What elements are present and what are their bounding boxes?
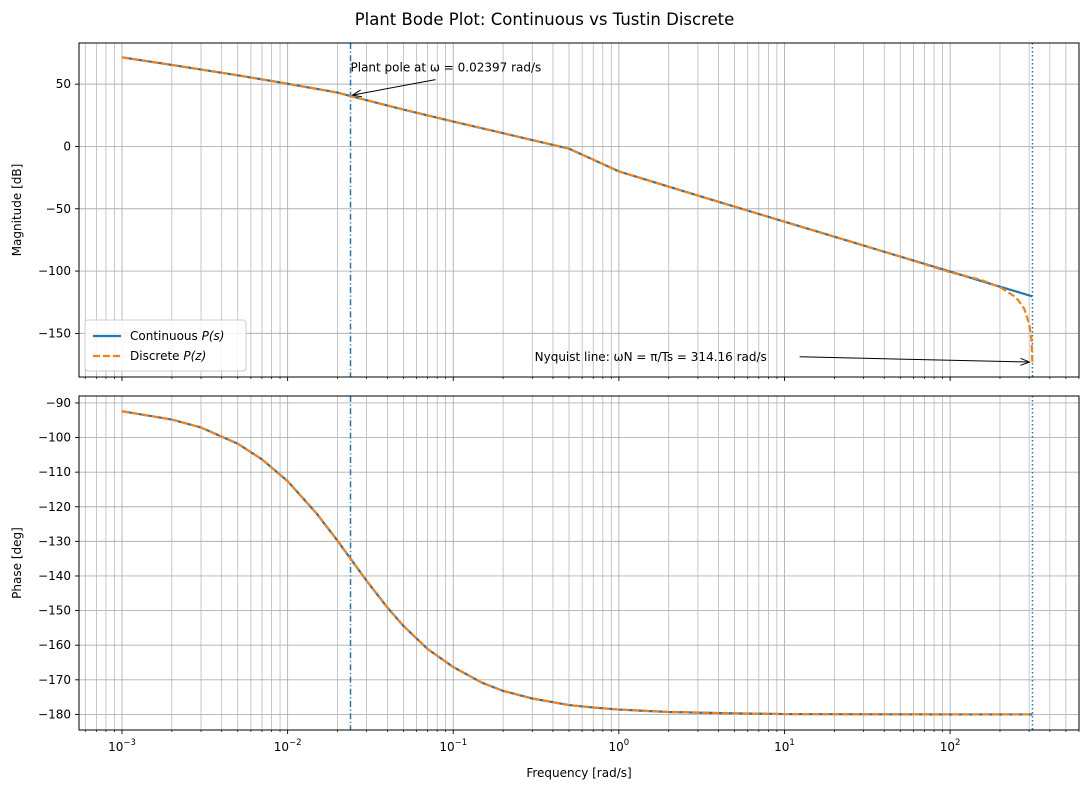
y-tick-label: 0 [63, 139, 71, 153]
x-tick-label: 10−1 [439, 738, 467, 754]
x-tick-label: 101 [774, 738, 795, 754]
y-tick-label: −50 [46, 202, 71, 216]
y-tick-label: −170 [38, 673, 71, 687]
y-tick-label: −110 [38, 465, 71, 479]
annotation-arrowhead [351, 89, 363, 98]
legend-label: Discrete P(z) [130, 349, 206, 363]
axes-frame [78, 395, 1080, 731]
grid [79, 396, 1080, 730]
phase-panel: −90 −100 −110 −120 −130 −140 −150 −160 −170 −180 1… [10, 395, 1080, 780]
y-tick-label: −120 [38, 500, 71, 514]
y-tick-label: −100 [38, 431, 71, 445]
y-tick-label: −180 [38, 707, 71, 721]
pole-annotation: Plant pole at ω = 0.02397 rad/s [351, 61, 542, 98]
figure-title: Plant Bode Plot: Continuous vs Tustin Di… [355, 10, 735, 29]
y-tick-label: −130 [38, 534, 71, 548]
discrete-series-line [121, 56, 1034, 365]
x-tick-label: 10−3 [108, 738, 136, 754]
y-axis-label: Magnitude [dB] [10, 164, 24, 257]
y-tick-label: −90 [46, 396, 71, 410]
annotation-arrow-line [352, 79, 436, 96]
continuous-series-line [121, 56, 1033, 298]
axes-frame [78, 42, 1080, 378]
nyquist-annotation: Nyquist line: ωN = π/Ts = 314.16 rad/s [535, 350, 1031, 366]
y-tick-label: −160 [38, 638, 71, 652]
annotation-arrow-line [799, 356, 1030, 363]
discrete-series-line [121, 410, 1033, 716]
magnitude-panel: 50 0 −50 −100 −150 Magnitude [dB] Plant pole a… [10, 42, 1080, 381]
y-tick-label: 50 [56, 77, 71, 91]
y-tick-label: −150 [38, 326, 71, 340]
x-tick-label: 100 [609, 738, 630, 754]
series-group [121, 410, 1033, 716]
y-tick-label: −100 [38, 264, 71, 278]
y-axis-label: Phase [deg] [10, 527, 24, 599]
y-tick-label: −140 [38, 569, 71, 583]
x-tick-label: 102 [940, 738, 961, 754]
x-tick-label: 10−2 [274, 738, 302, 754]
grid [79, 43, 1080, 377]
annotation-text: Nyquist line: ωN = π/Ts = 314.16 rad/s [535, 350, 767, 364]
legend-box [84, 319, 247, 372]
annotation-arrowhead [1020, 357, 1031, 366]
legend-label: Continuous P(s) [130, 329, 224, 343]
x-axis-label: Frequency [rad/s] [526, 766, 631, 780]
y-tick-label: −150 [38, 604, 71, 618]
annotation-text: Plant pole at ω = 0.02397 rad/s [351, 61, 542, 75]
legend: Continuous P(s) Discrete P(z) [84, 319, 247, 372]
series-group [121, 56, 1034, 365]
